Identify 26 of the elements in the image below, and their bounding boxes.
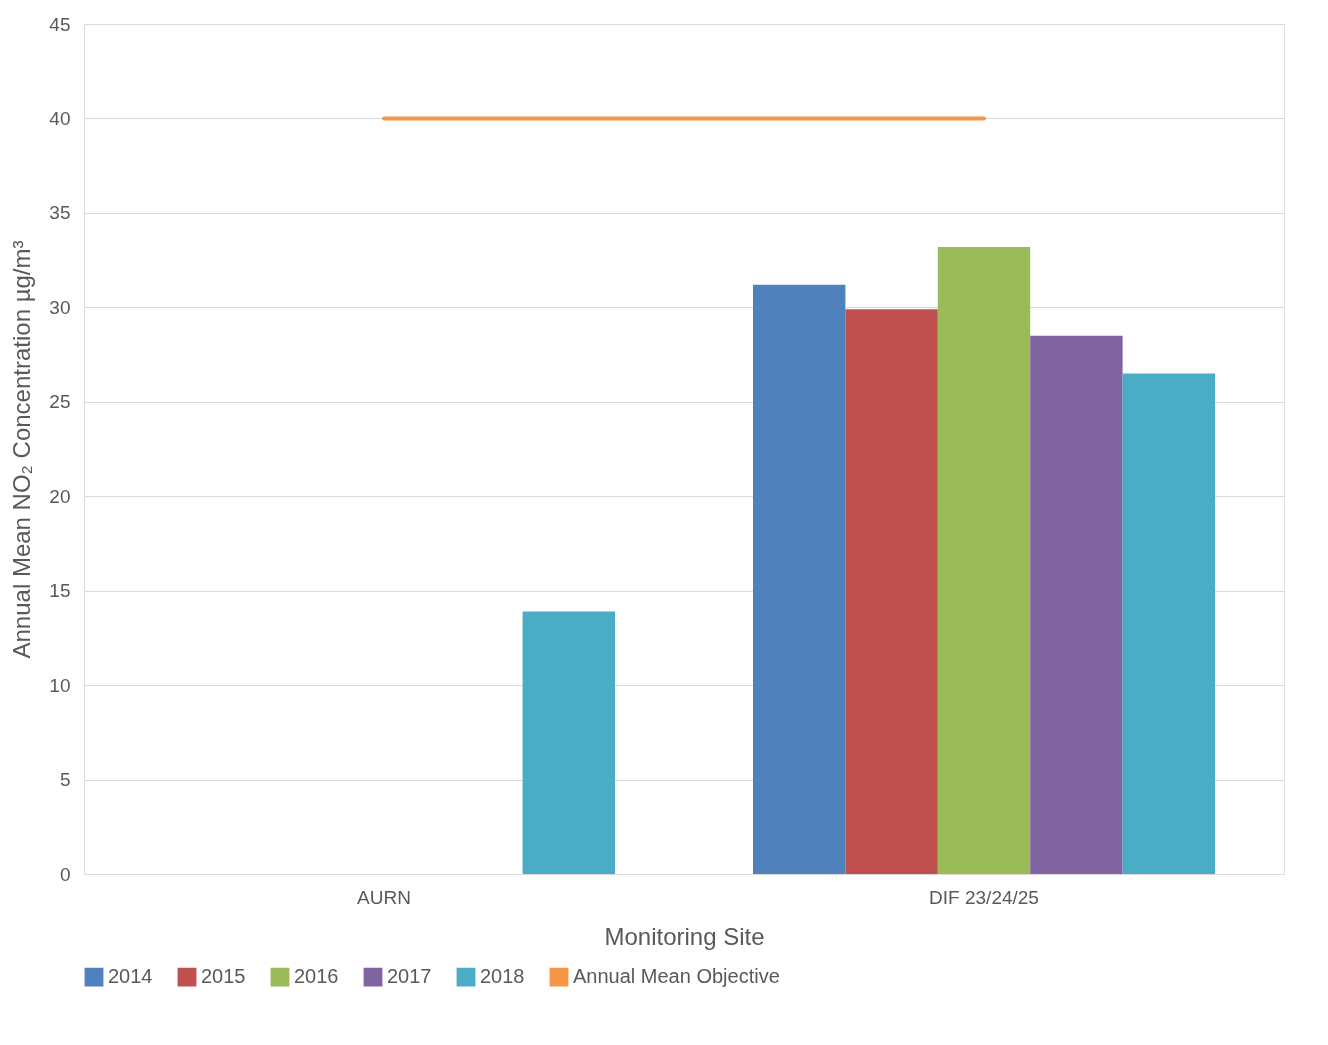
bar <box>937 246 1031 874</box>
y-tick-label: 40 <box>49 107 71 129</box>
y-tick-label: 20 <box>49 485 71 507</box>
legend-label: 2014 <box>108 965 153 988</box>
y-tick-label: 30 <box>49 296 71 318</box>
x-tick-label: DIF 23/24/25 <box>929 886 1039 908</box>
y-tick-label: 10 <box>49 674 71 696</box>
y-tick-label: 35 <box>49 202 71 224</box>
bar <box>1122 373 1215 874</box>
legend-label: 2018 <box>480 965 525 988</box>
y-tick-label: 5 <box>59 769 71 791</box>
x-tick-label: AURN <box>357 886 411 908</box>
bar <box>753 284 846 874</box>
y-tick-label: 25 <box>49 391 71 413</box>
y-tick-label: 0 <box>59 863 71 885</box>
y-tick-label: 45 <box>49 13 71 35</box>
bar <box>845 309 938 874</box>
y-axis-title: Annual Mean NO₂ Concentration µg/m³ <box>8 240 36 659</box>
legend-label: Annual Mean Objective <box>573 965 780 988</box>
x-axis-title: Monitoring Site <box>604 922 765 950</box>
legend-label: 2015 <box>201 965 246 988</box>
bar <box>1030 335 1123 874</box>
legend-label: 2016 <box>294 965 339 988</box>
legend-label: 2017 <box>387 965 432 988</box>
y-tick-label: 15 <box>49 580 71 602</box>
bar <box>522 611 615 874</box>
